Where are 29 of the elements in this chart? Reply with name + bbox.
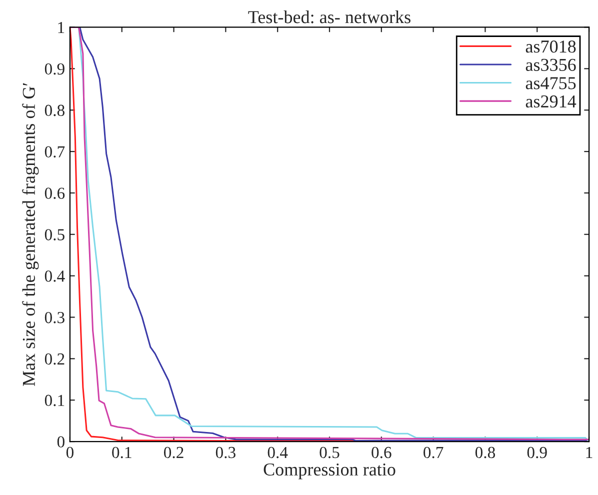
x-axis-title: Compression ratio [264,463,396,480]
y-tick-label: 0.7 [44,146,65,158]
y-tick-label: 0.3 [44,312,64,324]
x-tick-label: 0.4 [268,446,288,458]
chart-title: Test-bed: as- networks [248,10,410,24]
legend-label: as3356 [526,58,576,71]
y-tick-label: 0.6 [44,188,65,199]
legend-label: as7018 [526,40,576,53]
y-tick-label: 0.1 [44,394,64,406]
y-tick-label: 1 [58,22,64,34]
x-tick-label: 1 [586,446,592,458]
y-axis-title: Max size of the generated fragments of G′ [22,83,39,386]
x-tick-label: 0 [66,446,74,458]
y-tick-label: 0.4 [44,270,65,282]
y-tick-label: 0.9 [44,63,64,75]
x-tick-label: 0.1 [112,446,132,458]
y-tick-label: 0.5 [44,229,64,240]
x-tick-label: 0.3 [216,446,236,458]
x-tick-label: 0.9 [527,446,547,458]
legend-label: as2914 [526,95,576,108]
x-tick-label: 0.6 [372,446,392,458]
x-tick-label: 0.8 [475,446,495,458]
y-tick-label: 0.8 [44,104,64,116]
x-tick-label: 0.7 [424,446,444,458]
legend-label: as4755 [526,77,576,90]
x-tick-label: 0.2 [164,446,184,458]
y-tick-label: 0 [57,436,64,448]
y-tick-label: 0.2 [44,353,64,365]
x-tick-label: 0.5 [320,446,340,458]
